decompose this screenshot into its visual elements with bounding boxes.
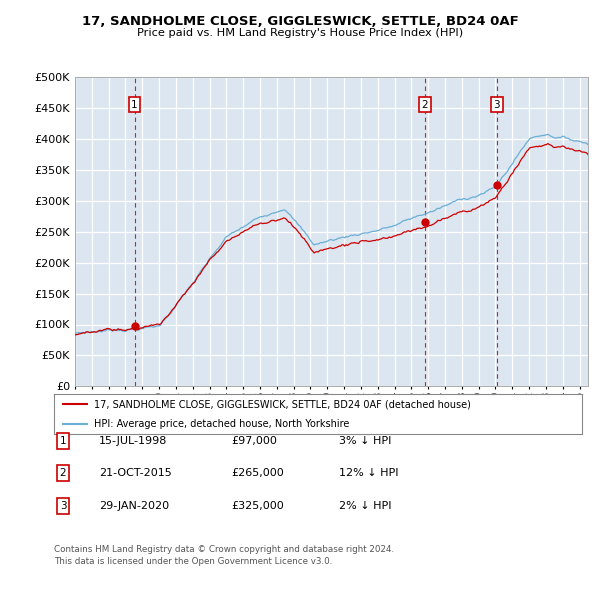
Text: HPI: Average price, detached house, North Yorkshire: HPI: Average price, detached house, Nort…	[94, 419, 349, 428]
Text: 3: 3	[494, 100, 500, 110]
Text: £325,000: £325,000	[231, 501, 284, 510]
Text: 21-OCT-2015: 21-OCT-2015	[99, 468, 172, 478]
Text: £265,000: £265,000	[231, 468, 284, 478]
Text: 1: 1	[131, 100, 138, 110]
Text: Contains HM Land Registry data © Crown copyright and database right 2024.: Contains HM Land Registry data © Crown c…	[54, 545, 394, 555]
Text: 12% ↓ HPI: 12% ↓ HPI	[339, 468, 398, 478]
Text: 17, SANDHOLME CLOSE, GIGGLESWICK, SETTLE, BD24 0AF (detached house): 17, SANDHOLME CLOSE, GIGGLESWICK, SETTLE…	[94, 399, 470, 409]
Text: 15-JUL-1998: 15-JUL-1998	[99, 436, 167, 445]
Text: 3: 3	[59, 501, 67, 510]
Text: 1: 1	[59, 436, 67, 445]
Text: Price paid vs. HM Land Registry's House Price Index (HPI): Price paid vs. HM Land Registry's House …	[137, 28, 463, 38]
Text: 2% ↓ HPI: 2% ↓ HPI	[339, 501, 391, 510]
Text: £97,000: £97,000	[231, 436, 277, 445]
Text: 2: 2	[422, 100, 428, 110]
Text: 29-JAN-2020: 29-JAN-2020	[99, 501, 169, 510]
Text: 17, SANDHOLME CLOSE, GIGGLESWICK, SETTLE, BD24 0AF: 17, SANDHOLME CLOSE, GIGGLESWICK, SETTLE…	[82, 15, 518, 28]
Text: 2: 2	[59, 468, 67, 478]
Text: This data is licensed under the Open Government Licence v3.0.: This data is licensed under the Open Gov…	[54, 557, 332, 566]
Text: 3% ↓ HPI: 3% ↓ HPI	[339, 436, 391, 445]
